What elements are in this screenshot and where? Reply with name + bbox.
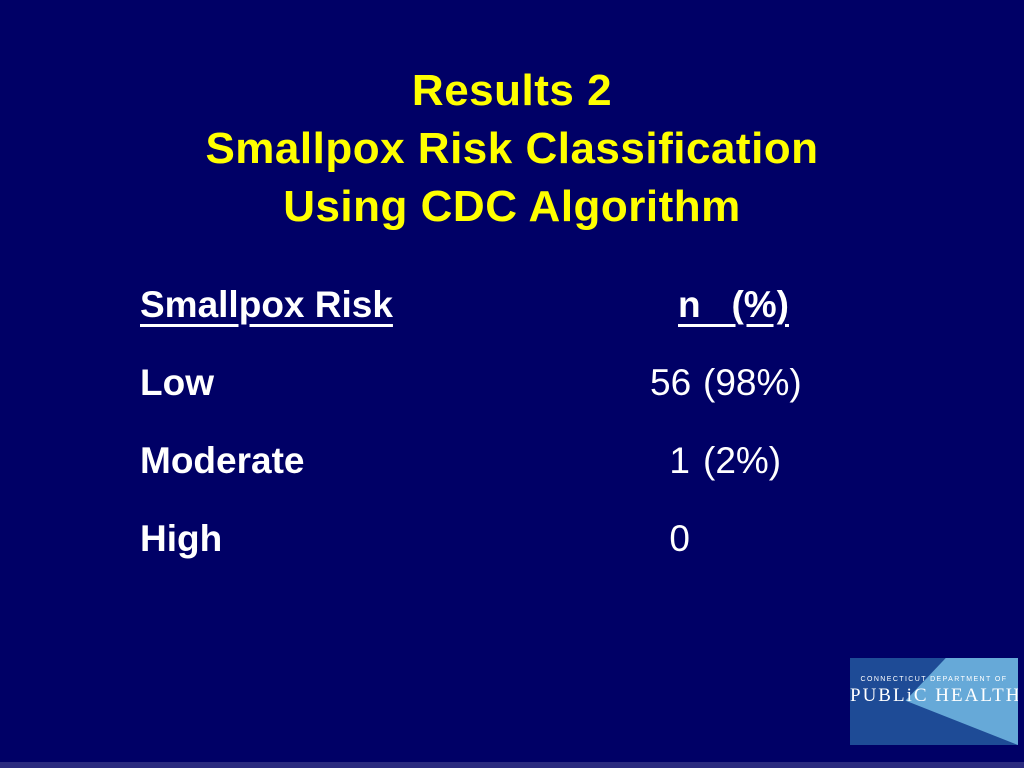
- table-header-row: Smallpox Risk n (%): [140, 286, 924, 323]
- slide-title: Results 2 Smallpox Risk Classification U…: [0, 0, 1024, 236]
- column-header-n-pct: n (%): [678, 284, 789, 325]
- row-moderate-n: 1: [669, 440, 690, 481]
- row-high-n: 0: [669, 518, 690, 559]
- logo-public-health-text: PUBLiC HEALTH: [850, 685, 1018, 706]
- title-line-2: Smallpox Risk Classification: [205, 124, 819, 173]
- table-row: High 0: [140, 520, 924, 557]
- title-line-3: Using CDC Algorithm: [283, 182, 741, 231]
- connecticut-dph-logo: CONNECTICUT DEPARTMENT OF PUBLiC HEALTH: [850, 658, 1018, 745]
- risk-classification-table: Smallpox Risk n (%) Low 56 (98%) Moderat…: [140, 286, 924, 557]
- row-low-pct: (98%): [703, 362, 802, 403]
- row-label-moderate: Moderate: [140, 440, 305, 481]
- table-row: Moderate 1 (2%): [140, 442, 924, 479]
- title-line-1: Results 2: [411, 66, 613, 115]
- row-moderate-pct: (2%): [703, 440, 782, 481]
- row-label-low: Low: [140, 362, 214, 403]
- logo-department-text: CONNECTICUT DEPARTMENT OF: [860, 676, 1008, 683]
- row-label-high: High: [140, 518, 223, 559]
- column-header-risk: Smallpox Risk: [140, 284, 393, 325]
- table-row: Low 56 (98%): [140, 364, 924, 401]
- slide-bottom-edge: [0, 762, 1024, 768]
- row-low-n: 56: [650, 362, 692, 403]
